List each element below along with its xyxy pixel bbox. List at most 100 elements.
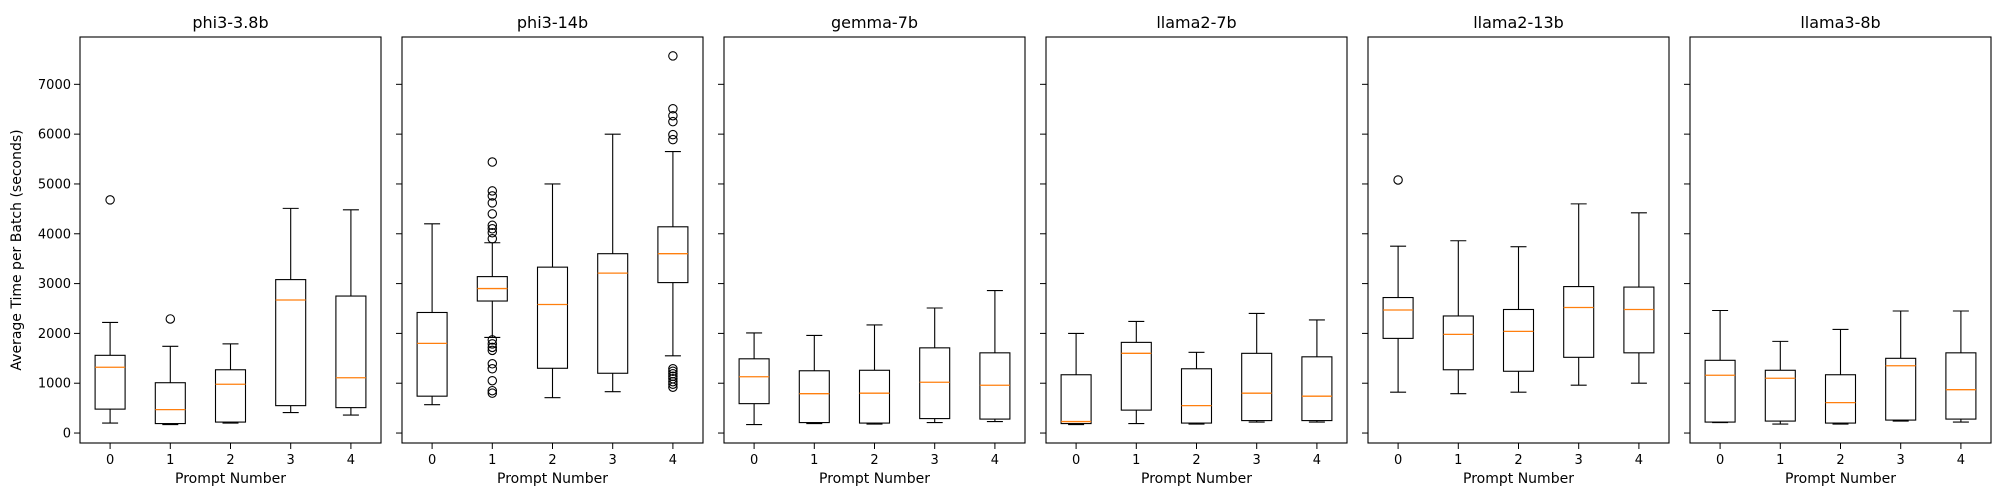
flier-point <box>487 335 498 345</box>
box-0 <box>1060 332 1092 426</box>
box-1 <box>798 334 830 425</box>
box-1 <box>476 157 508 398</box>
box-iqr <box>154 382 186 425</box>
axes-frame <box>79 36 382 444</box>
x-tick-label: 3 <box>931 453 939 468</box>
flier-point <box>487 234 498 244</box>
x-tick-label: 2 <box>1836 453 1844 468</box>
box-iqr <box>536 266 569 369</box>
panel-title: phi3-14b <box>517 13 588 32</box>
x-tick-label: 1 <box>166 453 174 468</box>
flier-point <box>668 371 678 381</box>
panel-llama3-8b: llama3-8b 0 1 2 3 4 Prompt Number <box>1684 13 1992 487</box>
box-iqr <box>1885 357 1917 421</box>
box-0 <box>94 195 126 424</box>
box-iqr <box>1563 286 1595 358</box>
flier-point <box>668 373 678 384</box>
axes-frame <box>1689 36 1992 444</box>
box-iqr <box>1945 352 1977 420</box>
flier-point <box>668 364 678 374</box>
box-3 <box>275 207 307 414</box>
box-1 <box>1442 240 1474 395</box>
box-iqr <box>335 295 367 409</box>
box-iqr <box>275 279 307 407</box>
x-tick-label: 2 <box>1514 453 1522 468</box>
flier-point <box>668 129 678 140</box>
x-tick-label: 2 <box>226 453 234 468</box>
box-3 <box>597 133 629 393</box>
axes-frame <box>401 36 704 444</box>
flier-point <box>668 103 678 114</box>
x-tick-label: 1 <box>1454 453 1462 468</box>
box-iqr <box>1623 286 1655 354</box>
y-tick-label: 3000 <box>38 277 71 292</box>
panel-title: llama2-7b <box>1156 13 1236 32</box>
flier-point <box>487 364 498 374</box>
flier-point <box>487 385 498 396</box>
box-2 <box>1824 328 1857 425</box>
x-axis-label: Prompt Number <box>1141 471 1252 487</box>
y-tick-label: 0 <box>63 427 71 442</box>
box-3 <box>919 307 951 424</box>
box-iqr <box>1301 356 1333 422</box>
x-tick-label: 0 <box>1072 453 1080 468</box>
x-tick-label: 4 <box>991 453 999 468</box>
x-tick-label: 4 <box>347 453 355 468</box>
y-tick-label: 7000 <box>38 78 71 93</box>
flier-point <box>487 388 498 398</box>
box-4 <box>335 209 367 416</box>
flier-point <box>668 116 678 127</box>
x-axis-label: Prompt Number <box>1785 471 1896 487</box>
y-tick-label: 5000 <box>38 177 71 192</box>
panel-phi3-14b: phi3-14b 0 1 2 3 4 Prompt Number <box>396 13 704 487</box>
box-2 <box>858 324 891 425</box>
flier-point <box>668 134 678 145</box>
x-axis-label: Prompt Number <box>497 471 608 487</box>
x-tick-label: 4 <box>1957 453 1965 468</box>
flier-point <box>668 110 678 121</box>
x-tick-label: 1 <box>488 453 496 468</box>
box-0 <box>416 223 448 406</box>
flier-point <box>487 339 498 349</box>
flier-point <box>487 186 498 196</box>
box-2 <box>1180 351 1213 425</box>
box-iqr <box>798 370 830 424</box>
x-tick-label: 3 <box>1575 453 1583 468</box>
box-3 <box>1563 203 1595 386</box>
flier-point <box>487 228 498 238</box>
x-tick-label: 3 <box>609 453 617 468</box>
box-1 <box>1120 320 1152 425</box>
axes-frame <box>1367 36 1670 444</box>
box-iqr <box>1704 359 1736 423</box>
x-tick-label: 3 <box>1253 453 1261 468</box>
box-iqr <box>1241 352 1273 422</box>
y-tick-label: 2000 <box>38 327 71 342</box>
x-tick-label: 4 <box>1313 453 1321 468</box>
flier-point <box>165 314 176 324</box>
flier-point <box>668 51 678 61</box>
box-iqr <box>1442 315 1474 371</box>
flier-point <box>487 209 498 219</box>
flier-point <box>487 345 498 356</box>
x-tick-label: 4 <box>1635 453 1643 468</box>
box-iqr <box>1060 374 1092 425</box>
box-iqr <box>1764 369 1796 422</box>
x-tick-label: 2 <box>1192 453 1200 468</box>
box-4 <box>1301 319 1333 423</box>
box-iqr <box>657 226 689 284</box>
x-tick-label: 0 <box>1394 453 1402 468</box>
axes-frame <box>723 36 1026 444</box>
y-tick-label: 4000 <box>38 227 71 242</box>
flier-point <box>487 220 498 231</box>
box-iqr <box>1824 374 1857 424</box>
box-iqr <box>416 311 448 397</box>
box-iqr <box>858 369 891 424</box>
flier-point <box>105 195 115 205</box>
y-tick-label: 6000 <box>38 128 71 143</box>
x-tick-label: 3 <box>1897 453 1905 468</box>
flier-point <box>668 366 678 377</box>
box-iqr <box>1120 341 1152 411</box>
box-0 <box>1382 175 1414 393</box>
flier-point <box>487 375 498 386</box>
